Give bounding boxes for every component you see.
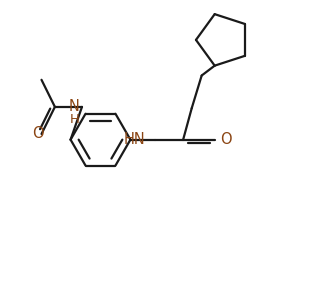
Text: O: O <box>32 126 44 141</box>
Text: N: N <box>69 99 80 114</box>
Text: HN: HN <box>124 132 146 147</box>
Text: O: O <box>220 132 231 147</box>
Text: H: H <box>70 113 80 126</box>
